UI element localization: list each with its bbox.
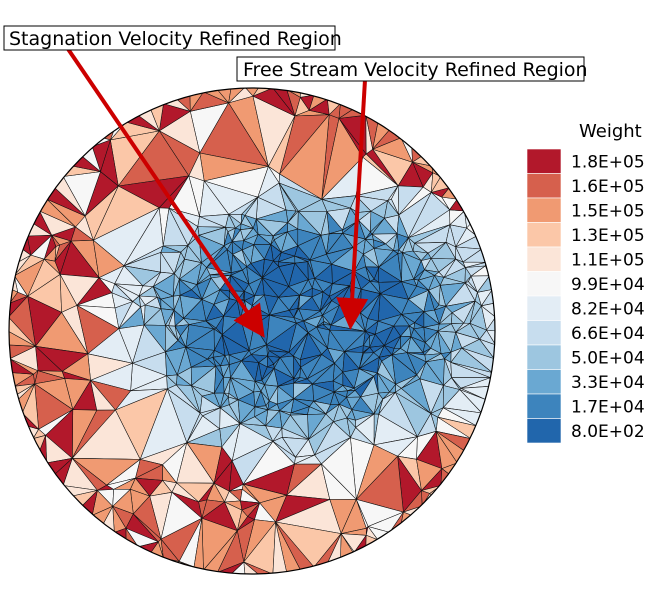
mesh-cell xyxy=(9,295,28,318)
legend-swatch xyxy=(526,222,562,248)
mesh-cell xyxy=(228,88,246,104)
free-stream-arrow xyxy=(336,79,369,330)
legend-tick-label: 1.3E+05 xyxy=(571,226,645,246)
legend-tick-label: 1.1E+05 xyxy=(571,250,645,270)
annotation-stagnation: Stagnation Velocity Refined Region xyxy=(3,25,342,338)
mesh-outline xyxy=(8,87,496,575)
legend-swatch xyxy=(526,148,562,174)
mesh-cell xyxy=(481,302,495,318)
legend-swatch xyxy=(526,320,562,346)
legend-swatch xyxy=(526,369,562,395)
legend-tick-label: 1.6E+05 xyxy=(571,177,645,197)
legend-tick-label: 8.2E+04 xyxy=(571,299,645,319)
mesh-cell xyxy=(486,316,495,332)
mesh-cell xyxy=(9,316,36,347)
stagnation-arrow xyxy=(66,47,265,338)
mesh-cell xyxy=(230,88,246,89)
color-legend: Weight 1.8E+05 1.6E+05 1.5E+05 1.3E+05 1.1E+… xyxy=(526,121,645,444)
legend-swatches xyxy=(526,148,562,444)
mesh-disk xyxy=(8,82,499,575)
legend-tick-label: 1.7E+04 xyxy=(571,397,645,417)
mesh-cell xyxy=(233,88,274,89)
legend-swatch xyxy=(526,271,562,297)
mesh-cell xyxy=(233,82,259,87)
free-stream-label: Free Stream Velocity Refined Region xyxy=(243,59,588,81)
legend-swatch xyxy=(526,173,562,199)
legend-labels: 1.8E+05 1.6E+05 1.5E+05 1.3E+05 1.1E+05 9.9E+… xyxy=(571,152,645,442)
legend-tick-label: 1.8E+05 xyxy=(571,152,645,172)
legend-tick-label: 9.9E+04 xyxy=(571,275,645,295)
legend-tick-label: 5.0E+04 xyxy=(571,348,645,368)
annotation-free-stream: Free Stream Velocity Refined Region xyxy=(236,56,588,330)
legend-tick-label: 6.6E+04 xyxy=(571,324,645,344)
legend-swatch xyxy=(526,295,562,321)
legend-swatch xyxy=(526,393,562,419)
legend-swatch xyxy=(526,246,562,272)
mesh-cell xyxy=(496,317,499,331)
mesh-cell xyxy=(479,339,495,360)
stagnation-label-box xyxy=(3,25,336,51)
mesh-cell xyxy=(496,331,499,345)
legend-swatch xyxy=(526,418,562,444)
legend-swatch xyxy=(526,197,562,223)
free-stream-label-box xyxy=(236,56,585,82)
legend-tick-label: 3.3E+04 xyxy=(571,373,645,393)
mesh-cells xyxy=(9,82,499,574)
legend-tick-label: 8.0E+02 xyxy=(571,422,645,442)
legend-title: Weight xyxy=(579,121,642,142)
legend-tick-label: 1.5E+05 xyxy=(571,201,645,221)
stagnation-label: Stagnation Velocity Refined Region xyxy=(9,28,342,50)
mesh-cell xyxy=(252,88,274,97)
legend-swatch xyxy=(526,344,562,370)
